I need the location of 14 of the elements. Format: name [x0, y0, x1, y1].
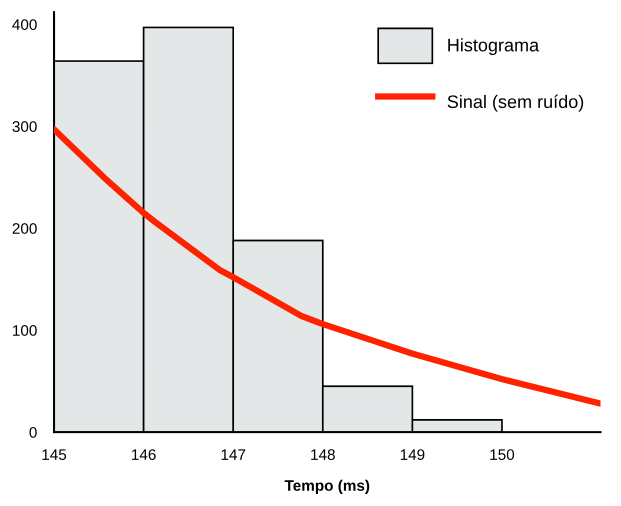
- y-tick-label: 0: [29, 426, 37, 438]
- x-tick-label: 150: [490, 449, 514, 460]
- x-tick-label: 146: [132, 449, 156, 460]
- y-tick-label: 400: [12, 19, 37, 30]
- y-tick-label: 300: [12, 121, 37, 132]
- x-tick-label: 149: [400, 449, 424, 460]
- x-tick-label: 147: [222, 449, 246, 460]
- x-tick-label: 145: [42, 449, 66, 460]
- legend-label: Sinal (sem ruído): [448, 94, 584, 112]
- legend-label: Histograma: [448, 38, 540, 56]
- x-axis-title: Tempo (ms): [284, 480, 370, 494]
- y-tick-label: 200: [12, 223, 37, 234]
- y-tick-label: 100: [13, 325, 37, 336]
- x-tick-label: 148: [311, 449, 335, 460]
